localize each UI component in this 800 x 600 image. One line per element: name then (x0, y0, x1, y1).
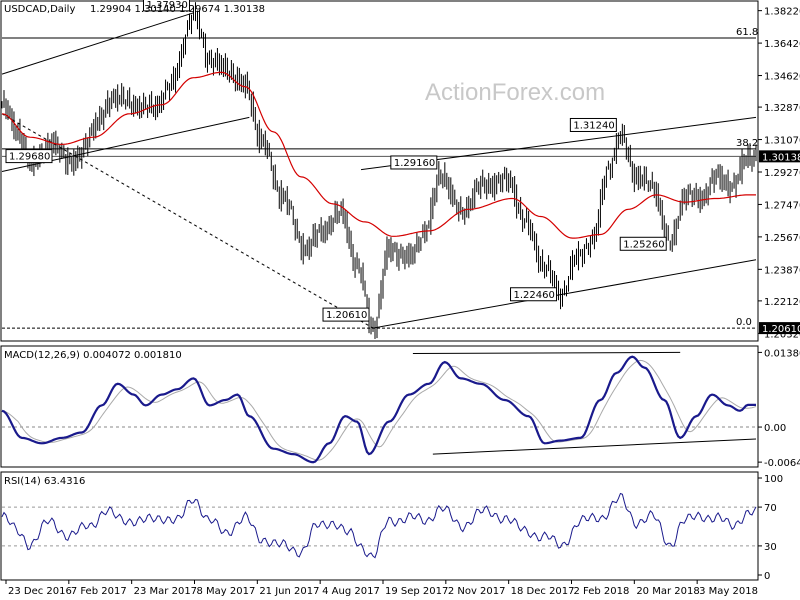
macd-axis-label: -0.006484 (764, 458, 800, 469)
x-axis-label: 4 Aug 2017 (322, 586, 380, 597)
macd-axis-label: 0.013802 (764, 348, 800, 359)
price-panel-frame (0, 0, 759, 342)
price-axis-label: 1.25670 (764, 233, 800, 244)
pivot-label-box (619, 236, 667, 251)
price-axis-label: 1.34620 (764, 72, 800, 83)
rsi-line (1, 492, 757, 559)
rsi-panel-frame (0, 471, 759, 581)
chart-header-ohlc: 1.29904 1.30140 1.29674 1.30138 (90, 4, 265, 15)
chart-header-symbol: USDCAD,Daily (4, 4, 75, 15)
x-axis-label: 18 Dec 2017 (511, 586, 575, 597)
level-price-tag-box (759, 322, 800, 335)
macd-signal-line (1, 359, 757, 461)
pivot-label-box (510, 287, 558, 302)
fib-level-label: 61.8 (736, 27, 758, 38)
watermark: ActionForex.com (425, 79, 605, 106)
rsi-axis: 100 70 30 0 (758, 474, 783, 582)
pivot-label-box (390, 155, 438, 170)
price-axis-label: 1.31070 (764, 136, 800, 147)
pivot-label: 1.25260 (623, 239, 664, 250)
price-axis-label: 1.38220 (764, 7, 800, 18)
price-axis-label: 1.20320 (764, 329, 800, 340)
rsi-axis-label: 30 (764, 542, 777, 553)
rsi-label: RSI(14) 63.4316 (4, 476, 85, 487)
fib-level-label: 0.0 (736, 317, 752, 328)
level-price-tag: 1.20610 (762, 324, 800, 335)
price-panel: ActionForex.com 61.8 38.2 0.0 1.29680 1.379… (0, 0, 800, 342)
price-axis: 1.38220 1.36420 1.34620 1.32870 1.31070 1.292… (758, 7, 800, 340)
x-axis-label: 2 Feb 2018 (573, 586, 629, 597)
x-axis-label: 3 May 2018 (699, 586, 758, 597)
rsi-axis-label: 70 (764, 503, 777, 514)
macd-trend-lines (412, 351, 757, 455)
pivot-label: 1.20610 (326, 310, 367, 321)
macd-line (1, 355, 756, 464)
pivot-label: 1.29160 (394, 158, 435, 169)
macd-panel-frame (0, 345, 759, 468)
pivot-label-box (569, 117, 617, 132)
price-axis-label: 1.29270 (764, 168, 800, 179)
x-axis-label: 20 Mar 2018 (636, 586, 699, 597)
x-axis-label: 7 Feb 2017 (71, 586, 127, 597)
price-axis-label: 1.22120 (764, 297, 800, 308)
price-axis-label: 1.23870 (764, 265, 800, 276)
macd-axis-label: 0.00 (764, 423, 786, 434)
pivot-label: 1.31240 (573, 120, 614, 131)
pivot-label: 1.22460 (514, 290, 555, 301)
macd-trend-line (432, 438, 757, 455)
moving-average-line (1, 71, 756, 239)
price-axis-label: 1.36420 (764, 39, 800, 50)
macd-label: MACD(12,26,9) 0.004072 0.001810 (4, 350, 182, 361)
macd-axis: 0.013802 0.00 -0.006484 (758, 348, 800, 469)
current-price-tag-box (759, 150, 800, 163)
x-axis-label: 23 Dec 2016 (8, 586, 72, 597)
price-trend-line (1, 12, 194, 75)
current-price-tag: 1.30138 (762, 152, 800, 163)
pivot-label-box (5, 149, 53, 164)
pivot-label-box (322, 307, 370, 322)
macd-trend-line (412, 351, 681, 354)
x-axis-label: 19 Sep 2017 (385, 586, 448, 597)
pivot-labels: 1.29680 1.37930 1.20610 1.29160 1.22460 1.312… (5, 0, 667, 322)
x-axis-label: 21 Jun 2017 (259, 586, 319, 597)
rsi-axis-label: 0 (764, 571, 770, 582)
macd-panel: 0.013802 0.00 -0.006484 MACD(12,26,9) 0.00… (0, 345, 800, 469)
price-axis-label: 1.32870 (764, 103, 800, 114)
x-axis-label: 8 May 2017 (196, 586, 255, 597)
rsi-axis-label: 100 (764, 474, 783, 485)
pivot-label: 1.29680 (9, 152, 50, 163)
fib-level-label: 38.2 (736, 138, 758, 149)
pivot-label: 1.37930 (146, 0, 187, 11)
rsi-panel: 100 70 30 0 RSI(14) 63.4316 (0, 471, 783, 582)
price-axis-label: 1.27470 (764, 200, 800, 211)
x-axis-label: 2 Nov 2017 (448, 586, 506, 597)
pivot-label-box (142, 0, 190, 12)
x-axis-label: 23 Mar 2017 (134, 586, 197, 597)
